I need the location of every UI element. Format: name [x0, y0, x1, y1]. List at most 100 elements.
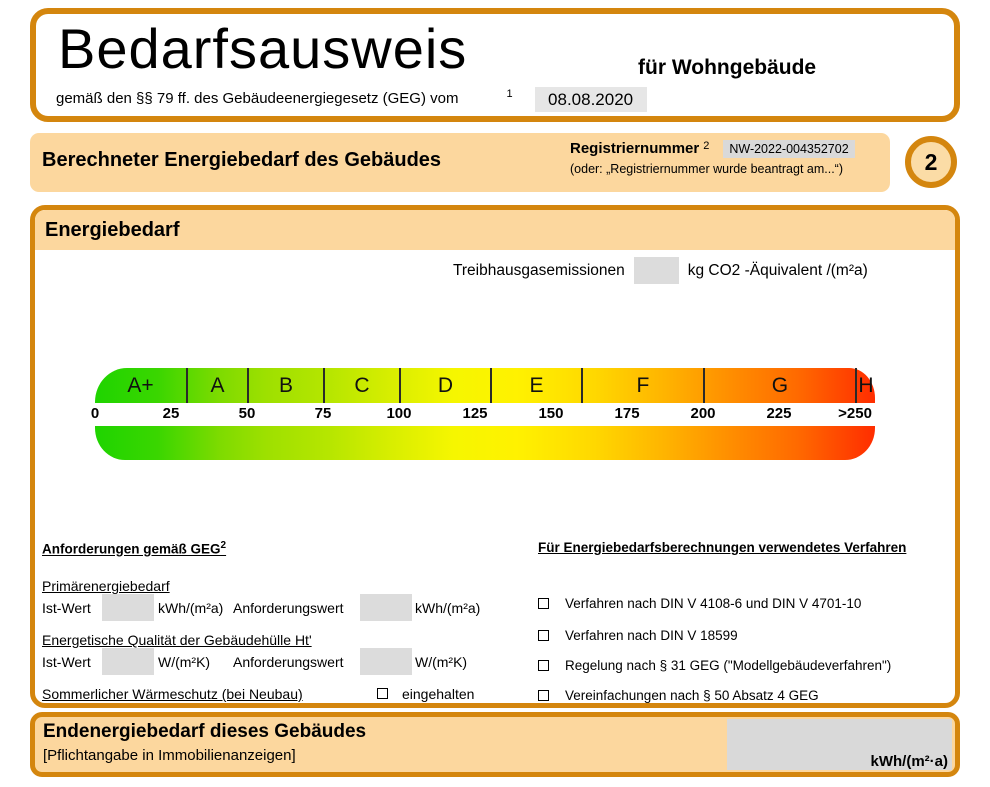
requirements-heading-text: Anforderungen gemäß GEG	[42, 541, 221, 557]
method-item-din18599: Verfahren nach DIN V 18599	[538, 628, 738, 643]
tick-100: 100	[386, 405, 412, 422]
final-energy-demand-panel: Endenergiebedarf dieses Gebäudes [Pflich…	[30, 712, 960, 777]
class-label: A+	[127, 373, 154, 397]
ist-label: Ist-Wert	[42, 653, 91, 670]
scale-tick-labels: 0 25 50 75 100 125 150 175 200 225 >250	[91, 403, 875, 426]
summer-heat-heading: Sommerlicher Wärmeschutz (bei Neubau)	[42, 686, 303, 702]
tick-25: 25	[162, 405, 180, 422]
method-label: Verfahren nach DIN V 18599	[565, 628, 738, 643]
primary-ist-value-field[interactable]	[102, 594, 154, 621]
method-checkbox[interactable]	[538, 630, 549, 641]
primary-energy-heading: Primärenergiebedarf	[42, 578, 170, 594]
envelope-ist-value-field[interactable]	[102, 648, 154, 675]
energy-class-band: A+ A B C D E F G H	[95, 368, 875, 403]
final-energy-unit: kWh/(m²·a)	[870, 753, 949, 770]
registration-block: Registriernummer 2 NW-2022-004352702 (od…	[570, 140, 885, 176]
geg-date-field: 08.08.2020	[534, 87, 647, 112]
class-segment-e: E	[489, 368, 581, 403]
class-segment-d: D	[398, 368, 490, 403]
final-energy-value-field[interactable]	[727, 719, 952, 770]
building-type-label: für Wohngebäude	[638, 56, 817, 79]
class-label: B	[278, 373, 293, 397]
page-title: Bedarfsausweis	[58, 17, 468, 80]
primary-energy-row: Ist-Wert kWh/(m²a) Anforderungswert kWh/…	[42, 594, 522, 621]
tick-50: 50	[238, 405, 256, 422]
method-item-vereinfachungen: Vereinfachungen nach § 50 Absatz 4 GEG	[538, 688, 819, 703]
class-label: D	[437, 373, 454, 397]
class-segment-c: C	[322, 368, 399, 403]
banner-title: Berechneter Energiebedarf des Gebäudes	[42, 149, 442, 171]
requirements-column: Anforderungen gemäß GEG2 Primärenergiebe…	[42, 540, 522, 702]
envelope-quality-row: Ist-Wert W/(m²K) Anforderungswert W/(m²K…	[42, 648, 522, 675]
ist-unit: kWh/(m²a)	[158, 599, 224, 616]
method-label: Vereinfachungen nach § 50 Absatz 4 GEG	[565, 688, 819, 703]
tick-0: 0	[90, 405, 100, 422]
class-segment-aplus: A+	[95, 368, 186, 403]
section-header-strip: Energiebedarf	[35, 210, 955, 250]
registration-label: Registriernummer	[570, 140, 700, 157]
page-number-badge: 2	[905, 136, 957, 188]
footnote-1: 1	[506, 88, 513, 100]
tick-150: 150	[538, 405, 564, 422]
ist-label: Ist-Wert	[42, 599, 91, 616]
class-segment-f: F	[580, 368, 703, 403]
class-label: G	[771, 373, 789, 397]
registration-number-field[interactable]: NW-2022-004352702	[723, 140, 855, 158]
envelope-quality-heading: Energetische Qualität der Gebäudehülle H…	[42, 632, 312, 648]
requirement-unit: kWh/(m²a)	[415, 599, 481, 616]
class-segment-g: G	[702, 368, 855, 403]
method-checkbox[interactable]	[538, 660, 549, 671]
envelope-req-value-field[interactable]	[360, 648, 412, 675]
tick-125: 125	[462, 405, 488, 422]
class-segment-a: A	[186, 368, 247, 403]
requirements-heading: Anforderungen gemäß GEG2	[42, 540, 522, 557]
method-label: Verfahren nach DIN V 4108-6 und DIN V 47…	[565, 596, 862, 611]
method-item-din4108: Verfahren nach DIN V 4108-6 und DIN V 47…	[538, 596, 861, 611]
law-reference-text: gemäß den §§ 79 ff. des Gebäudeenergiege…	[56, 90, 459, 107]
requirement-label: Anforderungswert	[233, 599, 344, 616]
class-label: A	[210, 373, 225, 397]
final-energy-subtitle: [Pflichtangabe in Immobilienanzeigen]	[43, 747, 296, 764]
methods-column: Für Energiebedarfsberechnungen verwendet…	[538, 540, 950, 703]
class-label: E	[529, 373, 544, 397]
law-reference-row: gemäß den §§ 79 ff. des Gebäudeenergiege…	[56, 87, 647, 115]
footnote-2: 2	[220, 540, 227, 551]
requirement-unit: W/(m²K)	[415, 653, 468, 670]
method-checkbox[interactable]	[538, 598, 549, 609]
registration-alt-text: (oder: „Registriernummer wurde beantragt…	[570, 162, 844, 176]
methods-heading: Für Energiebedarfsberechnungen verwendet…	[538, 540, 907, 555]
footnote-2: 2	[703, 140, 710, 152]
ghg-label: Treibhausgasemissionen	[453, 261, 625, 279]
ghg-value-field[interactable]	[633, 257, 679, 284]
requirement-label: Anforderungswert	[233, 653, 344, 670]
tick-225: 225	[766, 405, 792, 422]
tick-200: 200	[690, 405, 716, 422]
registration-line: Registriernummer 2 NW-2022-004352702	[570, 140, 885, 158]
ghg-unit: kg CO2 -Äquivalent /(m²a)	[687, 261, 868, 279]
final-energy-title: Endenergiebedarf dieses Gebäudes	[43, 721, 367, 742]
class-label: H	[858, 373, 874, 397]
ghg-emissions-row: Treibhausgasemissionen kg CO2 -Äquivalen…	[453, 257, 868, 284]
method-label: Regelung nach § 31 GEG ("Modellgebäudeve…	[565, 658, 892, 673]
ist-unit: W/(m²K)	[158, 653, 211, 670]
tick-175: 175	[614, 405, 640, 422]
primary-req-value-field[interactable]	[360, 594, 412, 621]
gradient-indicator-bar	[95, 426, 875, 460]
header-box: Bedarfsausweis für Wohngebäude gemäß den…	[30, 8, 960, 122]
summer-heat-checkbox[interactable]	[377, 688, 388, 699]
calculated-demand-banner: Berechneter Energiebedarf des Gebäudes R…	[30, 133, 890, 192]
energy-demand-panel: Energiebedarf Treibhausgasemissionen kg …	[30, 205, 960, 708]
summer-heat-checkbox-label: eingehalten	[402, 686, 475, 702]
energy-class-scale: A+ A B C D E F G H 0 25 50 75 100 125 15…	[91, 368, 875, 460]
method-checkbox[interactable]	[538, 690, 549, 701]
tick-250plus: >250	[838, 405, 872, 422]
class-label: C	[354, 373, 370, 397]
class-segment-h: H	[854, 368, 875, 403]
summer-heat-protection-row: Sommerlicher Wärmeschutz (bei Neubau) ei…	[42, 686, 522, 703]
class-label: F	[636, 373, 650, 397]
section-title: Energiebedarf	[45, 219, 180, 241]
method-item-modellgebaeude: Regelung nach § 31 GEG ("Modellgebäudeve…	[538, 658, 891, 673]
tick-75: 75	[314, 405, 332, 422]
class-segment-b: B	[247, 368, 323, 403]
